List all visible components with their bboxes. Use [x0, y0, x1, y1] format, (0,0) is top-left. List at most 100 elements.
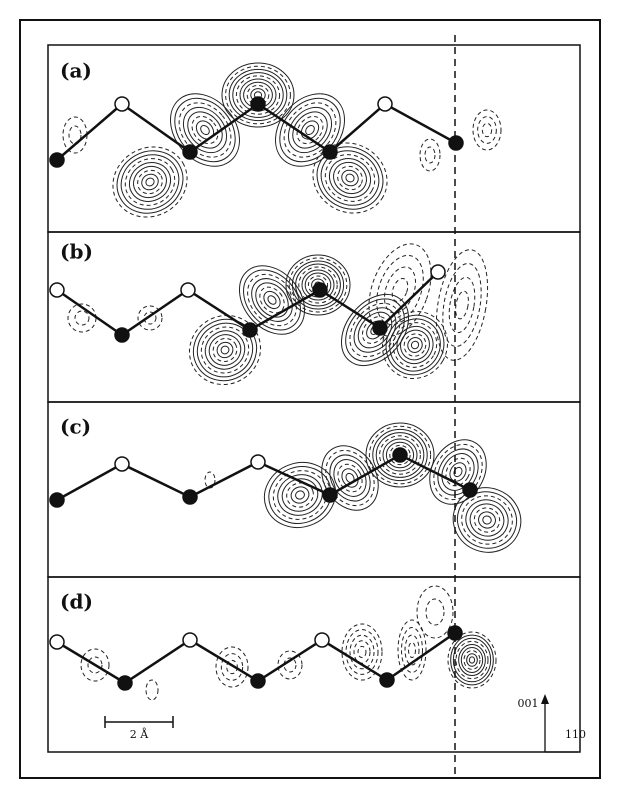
contour-line: [358, 646, 366, 657]
contour-line: [204, 329, 247, 371]
atom-open: [378, 97, 392, 111]
atom-open: [115, 97, 129, 111]
atom-open: [251, 455, 265, 469]
panel-frame: [48, 577, 580, 752]
atom-filled: [115, 328, 129, 342]
contour-line: [300, 130, 400, 227]
contour-line: [221, 654, 242, 681]
scale-bar: 2 Å: [105, 716, 173, 741]
atom-filled: [251, 674, 265, 688]
contour-line: [482, 123, 491, 136]
contour-line: [156, 80, 253, 180]
page: {"panels": [{"label": "(a)"}, {"label": …: [0, 0, 621, 798]
atom-open: [431, 265, 445, 279]
contour-line: [449, 484, 524, 557]
contour-line: [226, 66, 291, 124]
scale-label: 2 Å: [130, 727, 149, 741]
contour-line: [346, 630, 378, 675]
atom-filled: [323, 488, 337, 502]
contour-line: [456, 641, 488, 678]
axis-indicator: 001 110: [518, 694, 587, 752]
panel-frame: [48, 232, 580, 402]
contour-line: [261, 288, 284, 312]
contour-line: [389, 276, 410, 303]
contour-line: [328, 156, 372, 199]
contour-line: [289, 484, 311, 505]
contour-line: [454, 290, 471, 320]
contour-line: [220, 345, 231, 356]
contour-line: [75, 311, 89, 325]
atom-filled: [50, 493, 64, 507]
contour-line: [344, 173, 355, 184]
contour-line: [409, 643, 416, 658]
contour-line: [229, 69, 287, 120]
contour-line: [193, 118, 217, 143]
contour-line: [478, 117, 497, 144]
atom-open: [315, 633, 329, 647]
contour-line: [467, 654, 478, 666]
contour-line: [266, 294, 277, 306]
atom-filled: [449, 136, 463, 150]
contour-line: [128, 160, 172, 203]
contour-line: [339, 167, 361, 189]
contour-line: [117, 150, 184, 215]
contour-line: [420, 139, 440, 171]
contour-line: [426, 599, 444, 625]
contour-line: [482, 515, 493, 525]
arrow-head: [541, 694, 549, 704]
atom-filled: [323, 145, 337, 159]
contour-line: [199, 124, 211, 136]
contour-line: [146, 680, 158, 700]
axis-label: 110: [565, 728, 586, 741]
contour-line: [459, 644, 486, 675]
contour-line: [272, 469, 328, 522]
atom-chains: [50, 97, 477, 690]
contour-line: [370, 300, 459, 391]
atom-filled: [183, 490, 197, 504]
contours: [63, 63, 530, 700]
contour-line: [294, 490, 305, 501]
contour-line: [106, 139, 195, 225]
contour-line: [471, 504, 503, 535]
contour-line: [395, 325, 435, 365]
atom-filled: [118, 676, 132, 690]
contour-line: [139, 171, 161, 193]
contour-line: [133, 166, 166, 198]
atom-filled: [251, 97, 265, 111]
atom-filled: [183, 145, 197, 159]
atom-filled: [463, 483, 477, 497]
contour-line: [216, 647, 248, 687]
atom-filled: [50, 153, 64, 167]
contour-line: [469, 657, 474, 663]
contour-line: [410, 340, 420, 350]
contour-line: [333, 162, 366, 194]
contour-line: [460, 494, 514, 546]
axis-label: 001: [518, 697, 539, 710]
panel-frame: [48, 402, 580, 577]
atom-open: [50, 283, 64, 297]
contour-line: [405, 335, 425, 355]
bond-chain: [57, 104, 456, 160]
figure: (a) (b) (c) (d) 2 Å 001 110: [0, 0, 621, 798]
contour-line: [476, 510, 497, 531]
contour-line: [214, 339, 235, 360]
panel-label: (c): [60, 415, 91, 439]
atom-filled: [313, 283, 327, 297]
atom-filled: [373, 321, 387, 335]
atom-open: [183, 633, 197, 647]
atom-open: [50, 635, 64, 649]
atom-open: [115, 457, 129, 471]
outer-frame: [20, 20, 600, 778]
contour-line: [452, 466, 463, 478]
contour-line: [342, 624, 382, 680]
atom-filled: [393, 448, 407, 462]
contour-line: [429, 246, 496, 365]
atom-open: [181, 283, 195, 297]
contour-line: [455, 489, 519, 552]
contour-line: [144, 177, 155, 188]
contour-line: [182, 308, 268, 392]
contour-line: [162, 86, 247, 173]
contour-line: [445, 275, 478, 334]
atom-filled: [380, 673, 394, 687]
panel-frame: [48, 45, 580, 232]
